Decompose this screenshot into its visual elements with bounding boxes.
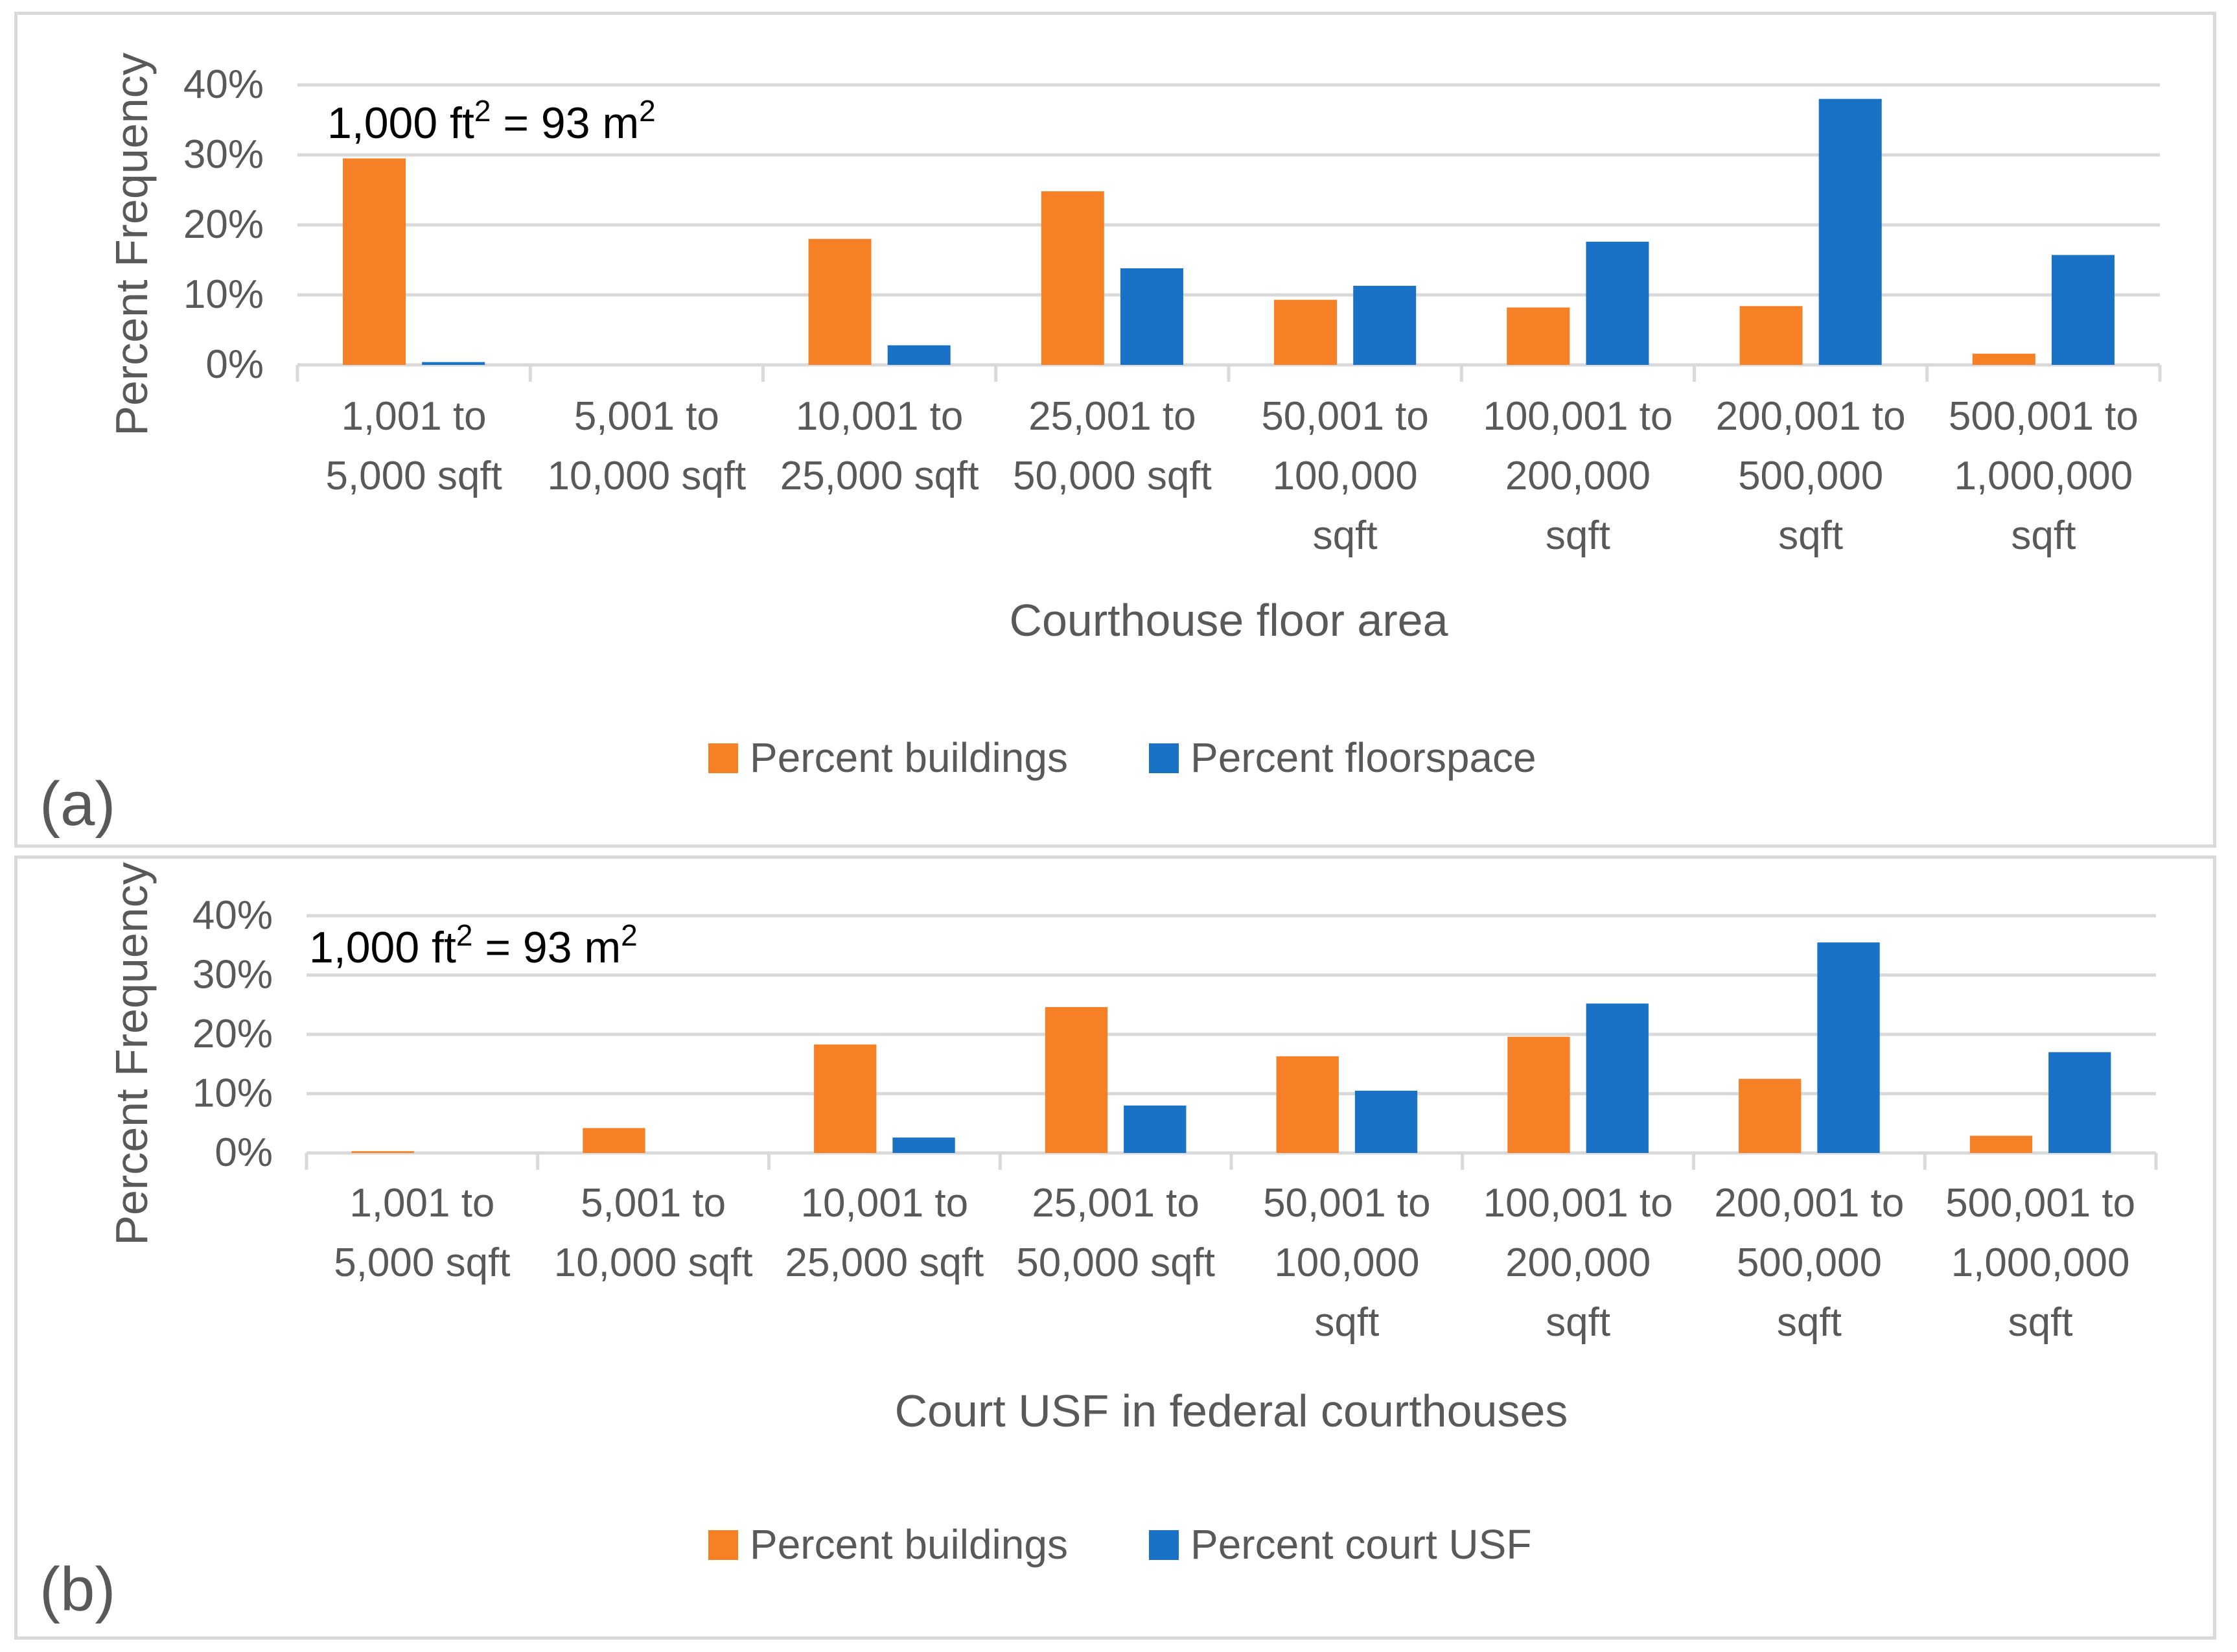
- y-tick-label: 40%: [183, 62, 264, 107]
- bar-series2: [422, 362, 485, 365]
- chart-a-svg: 0% 10% 20% 30% 40% 1,001 to 5,000 sqft 5,001 to…: [40, 52, 2162, 839]
- x-tick-label: 100,000: [1274, 1240, 1419, 1285]
- bar-series1: [808, 238, 872, 365]
- bar-series1: [583, 1128, 645, 1153]
- x-tick-label: 5,000 sqft: [325, 454, 502, 498]
- chart-panel-b: 0% 10% 20% 30% 40% 1,001 to 5,000 sqft 5,001 to…: [14, 855, 2216, 1640]
- bar-series1: [343, 158, 406, 365]
- bar-series2: [1817, 942, 1880, 1153]
- x-tick-label: 500,001 to: [1945, 1181, 2135, 1226]
- x-tick-label: 50,000 sqft: [1016, 1240, 1215, 1285]
- panel-label: (a): [40, 769, 115, 839]
- x-tick-label: 25,000 sqft: [785, 1240, 984, 1285]
- legend-label: Percent buildings: [750, 1521, 1068, 1568]
- y-tick-label: 10%: [192, 1071, 273, 1116]
- x-tick-label: 10,001 to: [796, 394, 964, 439]
- x-tick-label: 50,001 to: [1261, 394, 1429, 439]
- x-tick-label: 500,001 to: [1949, 394, 2138, 439]
- x-tick-label: 200,000: [1505, 1240, 1651, 1285]
- x-tick-label: sqft: [1546, 513, 1610, 558]
- x-axis-title: Courthouse floor area: [1009, 595, 1448, 646]
- bar-series2: [1124, 1105, 1187, 1153]
- x-tick-label: 1,000,000: [1951, 1240, 2130, 1285]
- x-tick-label: sqft: [1777, 1300, 1842, 1345]
- y-tick-label: 40%: [192, 893, 273, 938]
- x-tick-label: 10,000 sqft: [547, 454, 746, 498]
- x-tick-label: 25,001 to: [1028, 394, 1196, 439]
- bar-series1: [1274, 299, 1338, 365]
- x-tick-label: 5,001 to: [581, 1181, 726, 1226]
- bar-series1: [351, 1151, 414, 1153]
- panel-label: (b): [40, 1555, 115, 1624]
- x-tick-label: sqft: [1313, 513, 1378, 558]
- bar-series1: [1739, 306, 1803, 365]
- y-axis-title: Percent Frequency: [106, 52, 157, 436]
- bar-series2: [887, 345, 951, 365]
- bar-series1: [1972, 353, 2035, 365]
- x-tick-label: 200,001 to: [1714, 1181, 1904, 1226]
- bar-series1: [1739, 1078, 1802, 1153]
- chart-b-svg: 0% 10% 20% 30% 40% 1,001 to 5,000 sqft 5,001 to…: [40, 862, 2158, 1624]
- legend-swatch: [1149, 1530, 1179, 1560]
- x-tick-label: 1,001 to: [349, 1181, 494, 1226]
- bar-series1: [1507, 1036, 1570, 1153]
- x-tick-label: 100,001 to: [1483, 394, 1673, 439]
- bar-series2: [1120, 268, 1183, 365]
- x-tick-label: 200,001 to: [1716, 394, 1906, 439]
- bar-series1: [1276, 1056, 1339, 1153]
- x-tick-label: sqft: [2011, 513, 2076, 558]
- y-tick-label: 0%: [214, 1130, 273, 1175]
- x-tick-label: 10,001 to: [801, 1181, 969, 1226]
- x-tick-label: 5,001 to: [574, 394, 719, 439]
- bar-series1: [814, 1044, 877, 1153]
- x-tick-label: 25,000 sqft: [780, 454, 979, 498]
- x-tick-label: 200,000: [1505, 454, 1651, 498]
- bar-series2: [1818, 99, 1882, 365]
- legend-label: Percent floorspace: [1190, 734, 1536, 781]
- x-tick-label: 10,000 sqft: [554, 1240, 753, 1285]
- x-tick-label: 50,000 sqft: [1013, 454, 1212, 498]
- bar-series2: [1586, 241, 1649, 365]
- x-tick-label: 100,001 to: [1483, 1181, 1673, 1226]
- y-tick-label: 20%: [183, 202, 264, 247]
- y-axis-title: Percent Frequency: [106, 862, 157, 1245]
- x-tick-label: 100,000: [1273, 454, 1418, 498]
- x-tick-label: 25,001 to: [1032, 1181, 1200, 1226]
- y-tick-label: 20%: [192, 1012, 273, 1056]
- bar-series1: [1507, 307, 1570, 365]
- x-tick-label: sqft: [2008, 1300, 2073, 1345]
- x-tick-label: 5,000 sqft: [334, 1240, 510, 1285]
- bar-series1: [1045, 1006, 1108, 1153]
- legend-swatch: [708, 1530, 738, 1560]
- bar-series2: [2051, 255, 2115, 365]
- unit-conversion-note: 1,000 ft2 = 93 m2: [327, 94, 656, 148]
- bar-series2: [2048, 1052, 2111, 1153]
- bar-series1: [1969, 1135, 2033, 1153]
- chart-panel-a: 0% 10% 20% 30% 40% 1,001 to 5,000 sqft 5,001 to…: [14, 12, 2216, 848]
- legend-swatch: [1149, 743, 1179, 773]
- legend-label: Percent buildings: [750, 734, 1068, 781]
- x-tick-label: 500,000: [1738, 454, 1883, 498]
- bar-series2: [1586, 1003, 1649, 1153]
- y-tick-label: 30%: [192, 953, 273, 997]
- x-axis-title: Court USF in federal courthouses: [895, 1386, 1568, 1436]
- bar-series2: [892, 1137, 955, 1153]
- legend-label: Percent court USF: [1190, 1521, 1531, 1568]
- x-tick-label: 500,000: [1737, 1240, 1882, 1285]
- y-tick-label: 10%: [183, 272, 264, 317]
- x-tick-label: 50,001 to: [1263, 1181, 1431, 1226]
- unit-conversion-note: 1,000 ft2 = 93 m2: [309, 918, 638, 972]
- legend-swatch: [708, 743, 738, 773]
- y-tick-label: 0%: [205, 342, 264, 387]
- x-tick-label: 1,001 to: [342, 394, 487, 439]
- y-tick-label: 30%: [183, 132, 264, 177]
- bar-series2: [1353, 285, 1417, 365]
- x-tick-label: sqft: [1314, 1300, 1379, 1345]
- x-tick-label: sqft: [1778, 513, 1843, 558]
- x-tick-label: sqft: [1546, 1300, 1610, 1345]
- bar-series1: [1041, 191, 1104, 365]
- bar-series2: [1354, 1090, 1418, 1153]
- x-tick-label: 1,000,000: [1954, 454, 2133, 498]
